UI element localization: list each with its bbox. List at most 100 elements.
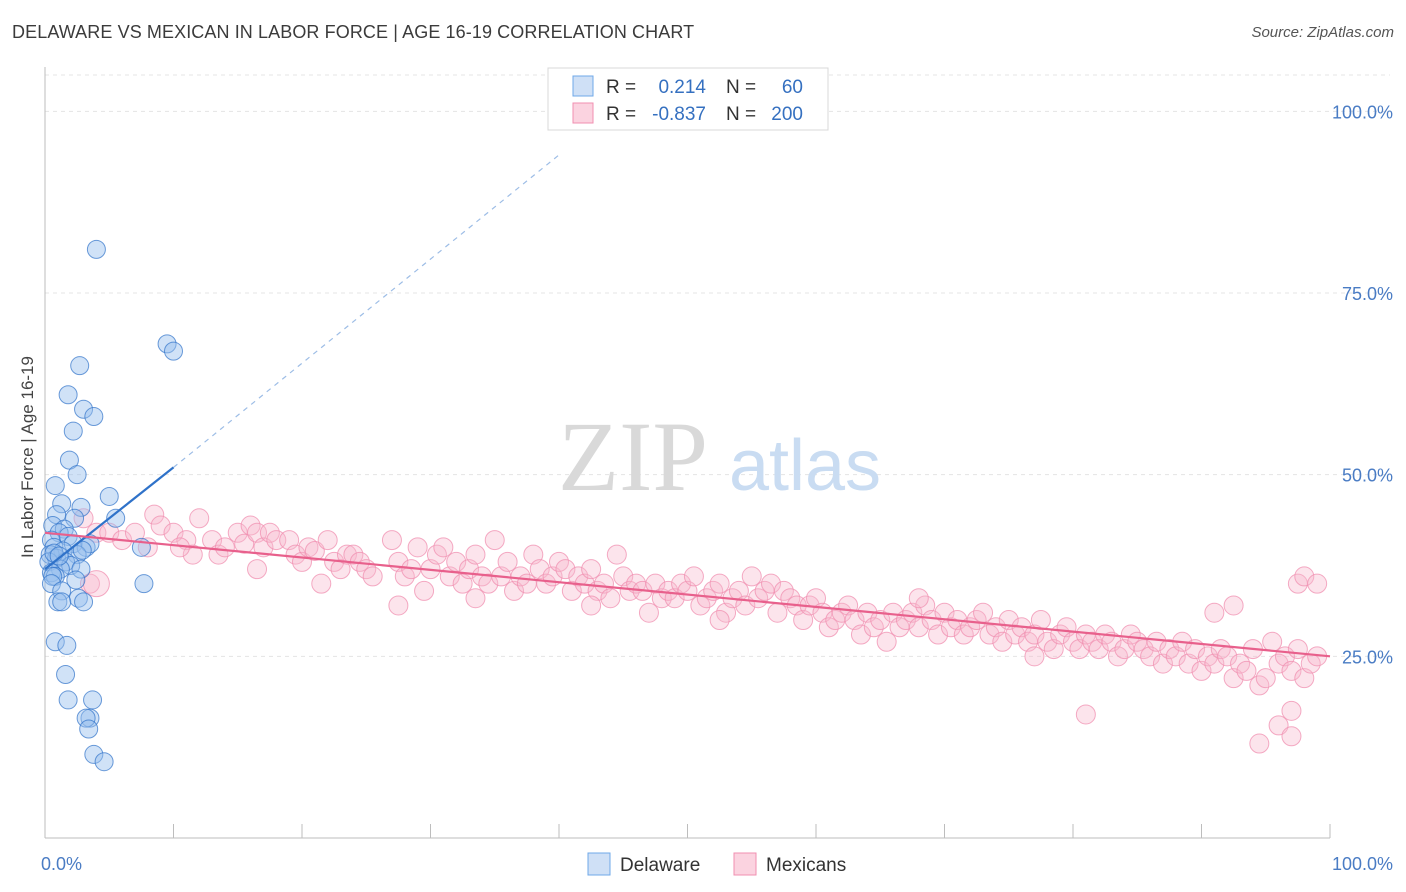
watermark: ZIP atlas	[558, 401, 881, 512]
mexicans-point	[606, 544, 627, 565]
mexicans-point	[767, 602, 788, 623]
mexicans-point	[908, 588, 929, 609]
mexicans-point	[850, 624, 871, 645]
delaware-point	[157, 334, 177, 354]
delaware-point	[43, 566, 63, 586]
delaware-point	[164, 341, 183, 361]
delaware-point	[57, 635, 77, 655]
delaware-point	[45, 476, 65, 496]
mexicans-point	[214, 537, 235, 558]
mexicans-point	[1294, 566, 1315, 587]
mexicans-point	[144, 504, 165, 525]
mexicans-point	[709, 573, 730, 594]
mexicans-n-label: N =	[726, 104, 756, 125]
mexicans-point	[82, 570, 110, 598]
legend-delaware-swatch	[587, 852, 611, 876]
delaware-r-label: R =	[606, 77, 636, 98]
delaware-points	[39, 239, 183, 772]
series-legend: Delaware Mexicans	[587, 852, 846, 876]
mexicans-point	[189, 508, 210, 529]
mexicans-point	[1281, 726, 1302, 747]
x-tick-label-min: 0.0%	[41, 854, 82, 874]
mexicans-point	[304, 540, 325, 561]
mexicans-point	[1249, 733, 1270, 754]
mexicans-point	[311, 573, 332, 594]
mexicans-point	[709, 610, 730, 630]
delaware-point	[58, 690, 78, 710]
source-label: Source: ZipAtlas.com	[1251, 24, 1394, 41]
delaware-point	[134, 574, 154, 594]
delaware-n-value: 60	[782, 77, 803, 98]
legend-mexicans-label: Mexicans	[766, 855, 846, 876]
delaware-point	[70, 356, 90, 376]
mexicans-point	[414, 580, 435, 601]
mexicans-point	[992, 631, 1013, 652]
mexicans-point	[1287, 639, 1308, 660]
delaware-point	[63, 421, 83, 441]
mexicans-point	[761, 573, 782, 594]
delaware-point	[68, 588, 88, 608]
mexicans-point	[683, 566, 704, 587]
delaware-point	[84, 407, 104, 427]
y-tick-label-50: 50.0%	[1342, 466, 1393, 486]
mexicans-point	[1281, 700, 1302, 721]
delaware-point	[39, 552, 59, 572]
mexicans-point	[465, 544, 486, 565]
watermark-zip: ZIP	[558, 401, 708, 512]
mexicans-point	[298, 537, 319, 558]
mexicans-point	[1236, 660, 1257, 681]
mexicans-point	[928, 624, 949, 645]
mexicans-point	[182, 544, 203, 565]
mexicans-point	[234, 533, 255, 554]
delaware-point	[41, 574, 61, 594]
legend-mexicans-swatch	[733, 852, 757, 876]
mexicans-point	[1024, 646, 1045, 667]
delaware-point	[66, 570, 86, 590]
mexicans-point	[638, 602, 659, 623]
trend-lines	[44, 154, 1331, 658]
delaware-point	[52, 494, 72, 514]
mexicans-point	[1255, 668, 1276, 689]
mexicans-point	[1075, 704, 1096, 725]
mexicans-point	[870, 610, 891, 630]
mexicans-swatch	[572, 102, 594, 124]
y-tick-label-25: 25.0%	[1342, 647, 1393, 667]
mexicans-point	[478, 573, 499, 594]
delaware-point	[99, 486, 119, 506]
grid-lines	[45, 74, 1390, 657]
mexicans-points	[73, 504, 1328, 754]
delaware-point	[52, 592, 72, 612]
mexicans-point	[516, 573, 537, 594]
mexicans-point	[247, 559, 268, 580]
delaware-trend-extension	[173, 154, 560, 468]
mexicans-point	[555, 559, 576, 580]
mexicans-point	[150, 515, 171, 536]
delaware-point	[67, 465, 87, 485]
mexicans-point	[465, 588, 486, 609]
mexicans-point	[362, 566, 383, 587]
watermark-atlas: atlas	[729, 426, 881, 506]
tick-labels: 25.0% 50.0% 75.0% 100.0% 0.0% 100.0%	[41, 102, 1393, 874]
mexicans-point	[1204, 602, 1225, 623]
delaware-point	[84, 744, 104, 764]
y-tick-label-75: 75.0%	[1342, 284, 1393, 304]
delaware-point	[106, 508, 126, 528]
delaware-point	[74, 592, 94, 612]
mexicans-point	[600, 588, 621, 609]
mexicans-point	[1262, 631, 1283, 652]
mexicans-point	[484, 530, 505, 551]
delaware-n-label: N =	[726, 77, 756, 98]
mexicans-r-label: R =	[606, 104, 636, 125]
mexicans-n-value: 200	[771, 104, 803, 125]
delaware-point	[45, 632, 65, 652]
delaware-point	[58, 385, 78, 405]
delaware-point	[79, 719, 99, 739]
delaware-point	[83, 690, 103, 710]
mexicans-point	[1223, 595, 1244, 616]
mexicans-point	[381, 530, 402, 551]
delaware-point	[52, 581, 72, 601]
mexicans-point	[407, 537, 428, 558]
delaware-point	[56, 665, 76, 684]
mexicans-point	[433, 537, 454, 558]
